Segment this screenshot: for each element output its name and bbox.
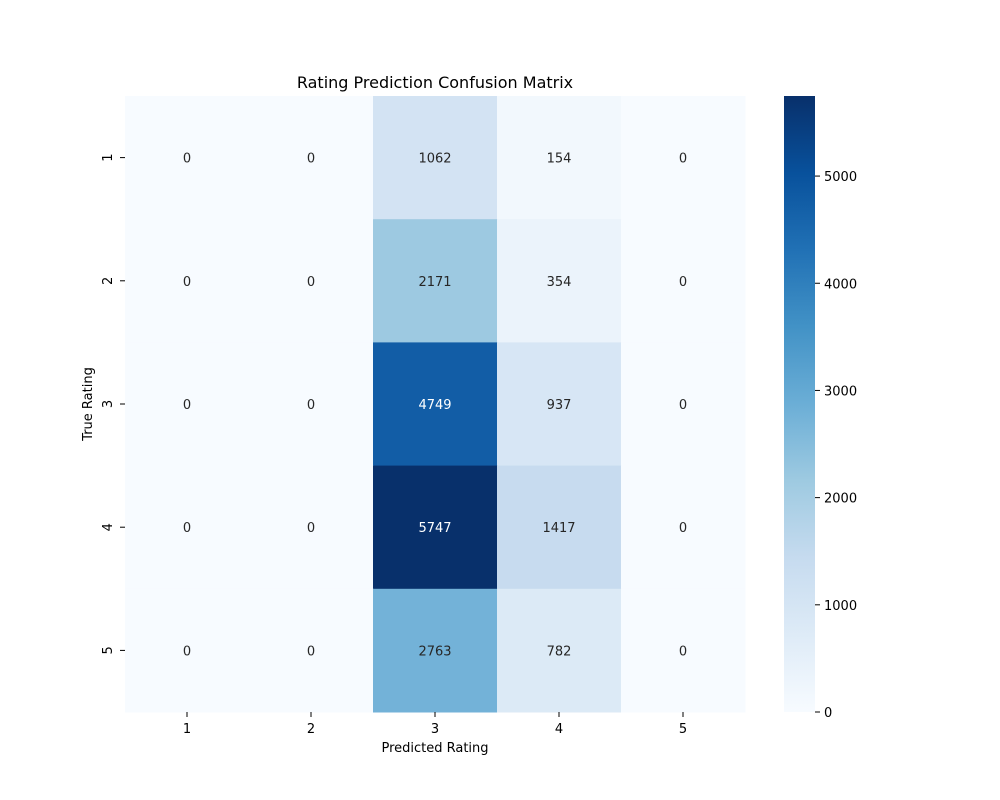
cell-value-label: 154 bbox=[547, 152, 572, 167]
cell-value-label: 354 bbox=[547, 275, 572, 290]
cell-value-label: 0 bbox=[679, 644, 687, 659]
x-tick-label: 4 bbox=[555, 722, 563, 737]
heatmap-cell bbox=[125, 588, 250, 713]
heatmap-cell bbox=[373, 96, 498, 220]
heatmap-cell bbox=[125, 465, 250, 590]
cell-value-label: 1417 bbox=[542, 521, 575, 536]
cell-value-label: 0 bbox=[307, 275, 315, 290]
heatmap-cell bbox=[621, 465, 746, 590]
cell-value-label: 0 bbox=[679, 152, 687, 167]
heatmap-cell bbox=[249, 465, 374, 590]
heatmap-cell bbox=[621, 342, 746, 467]
cell-value-label: 5747 bbox=[418, 521, 451, 536]
colorbar-gradient bbox=[784, 96, 815, 712]
heatmap-cell bbox=[497, 588, 622, 713]
heatmap-cell bbox=[497, 465, 622, 590]
heatmap-cell bbox=[249, 588, 374, 713]
colorbar-tick-label: 5000 bbox=[824, 170, 857, 185]
cell-value-label: 0 bbox=[307, 398, 315, 413]
heatmap-cell bbox=[621, 96, 746, 220]
x-axis: 1 2 3 4 5 bbox=[183, 712, 687, 737]
cell-value-label: 0 bbox=[183, 521, 191, 536]
heatmap-cell bbox=[249, 96, 374, 220]
y-axis-label: True Rating bbox=[81, 367, 96, 442]
x-tick-label: 2 bbox=[307, 722, 315, 737]
cell-value-label: 0 bbox=[183, 644, 191, 659]
heatmap-cell bbox=[621, 219, 746, 343]
y-tick-label: 4 bbox=[101, 523, 116, 531]
cell-value-label: 0 bbox=[183, 152, 191, 167]
heatmap-cells bbox=[125, 96, 746, 713]
chart-title: Rating Prediction Confusion Matrix bbox=[297, 73, 573, 92]
cell-value-label: 1062 bbox=[418, 152, 451, 167]
x-tick-label: 3 bbox=[431, 722, 439, 737]
heatmap-cell bbox=[249, 342, 374, 467]
cell-value-label: 2763 bbox=[418, 644, 451, 659]
y-tick-label: 5 bbox=[101, 646, 116, 654]
colorbar-tick-label: 3000 bbox=[824, 384, 857, 399]
heatmap-cell bbox=[497, 342, 622, 467]
cell-value-label: 4749 bbox=[418, 398, 451, 413]
y-tick-label: 1 bbox=[101, 153, 116, 161]
x-axis-label: Predicted Rating bbox=[381, 741, 488, 756]
cell-value-label: 937 bbox=[547, 398, 572, 413]
heatmap-cell bbox=[125, 96, 250, 220]
heatmap-cell bbox=[373, 342, 498, 467]
y-tick-label: 2 bbox=[101, 277, 116, 285]
heatmap-cell bbox=[497, 219, 622, 343]
cell-value-label: 0 bbox=[183, 398, 191, 413]
cell-value-label: 0 bbox=[307, 521, 315, 536]
heatmap-cell bbox=[249, 219, 374, 343]
cell-value-label: 782 bbox=[547, 644, 572, 659]
heatmap-cell bbox=[125, 219, 250, 343]
y-axis: 1 2 3 4 5 bbox=[101, 153, 125, 655]
cell-value-label: 0 bbox=[183, 275, 191, 290]
colorbar-tick-label: 4000 bbox=[824, 277, 857, 292]
colorbar-tick-label: 1000 bbox=[824, 599, 857, 614]
cell-value-label: 0 bbox=[307, 152, 315, 167]
colorbar: 0 1000 2000 3000 4000 5000 bbox=[784, 96, 857, 721]
heatmap-cell-labels: 0 0 1062 154 0 0 0 2171 354 0 0 0 4749 937 0 0 0 5747 1417… bbox=[183, 152, 687, 660]
heatmap-cell bbox=[373, 465, 498, 590]
cell-value-label: 0 bbox=[679, 275, 687, 290]
cell-value-label: 0 bbox=[679, 398, 687, 413]
cell-value-label: 2171 bbox=[418, 275, 451, 290]
cell-value-label: 0 bbox=[307, 644, 315, 659]
y-tick-label: 3 bbox=[101, 400, 116, 408]
colorbar-tick-label: 0 bbox=[824, 706, 832, 721]
heatmap-cell bbox=[125, 342, 250, 467]
heatmap-cell bbox=[497, 96, 622, 220]
x-tick-label: 5 bbox=[679, 722, 687, 737]
heatmap-cell bbox=[373, 219, 498, 343]
heatmap-cell bbox=[373, 588, 498, 713]
colorbar-tick-label: 2000 bbox=[824, 492, 857, 507]
heatmap-cell bbox=[621, 588, 746, 713]
cell-value-label: 0 bbox=[679, 521, 687, 536]
x-tick-label: 1 bbox=[183, 722, 191, 737]
